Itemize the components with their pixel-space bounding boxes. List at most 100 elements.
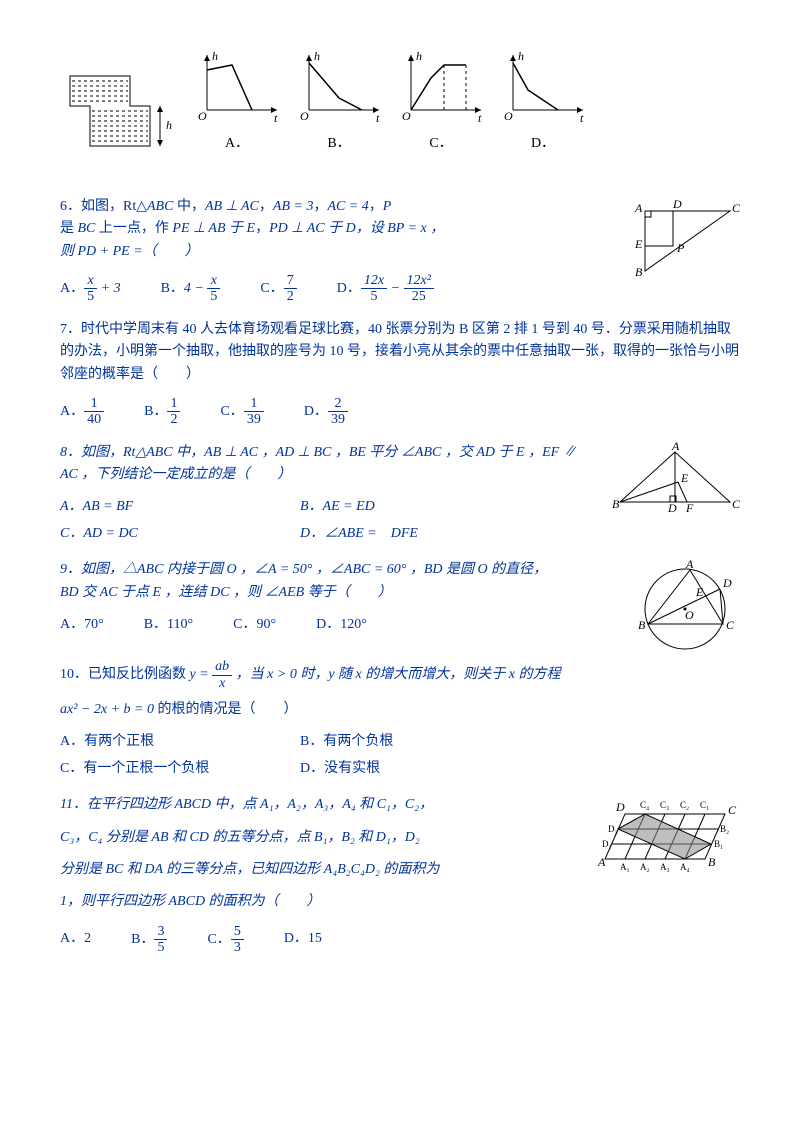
svg-text:h: h (166, 118, 172, 132)
q8-options: A．AB = BF B．AE = ED C．AD = DC D．∠ABE = D… (60, 496, 590, 545)
question-9: 9．如图，△ABC 内接于圆 O ，∠A = 50° ，∠ABC = 60° ，… (60, 559, 740, 659)
graph-a-box: h t O A． (192, 50, 282, 156)
q7-text: 7．时代中学周末有 40 人去体育场观看足球比赛，40 张票分别为 B 区第 2… (60, 322, 739, 382)
svg-text:E: E (634, 237, 643, 251)
graph-a: h t O (192, 50, 282, 125)
graph-b: h t O (294, 50, 384, 125)
graph-a-label: A． (192, 133, 282, 155)
container-diagram: h (60, 66, 180, 156)
svg-text:E: E (680, 471, 689, 485)
graph-c-label: C． (396, 133, 486, 155)
svg-text:t: t (478, 111, 482, 125)
question-10: 10．已知反比例函数 y = abx ，当 x > 0 时，y 随 x 的增大而… (60, 659, 740, 721)
q9-text1: 9．如图，△ABC 内接于圆 O ，∠A = 50° ，∠ABC = 60° ，… (60, 562, 547, 577)
svg-text:A: A (685, 557, 694, 571)
svg-text:A₄: A₄ (680, 862, 690, 872)
q10-text2: ，当 x > 0 时，y 随 x 的增大而增大，则关于 x 的方程 (232, 667, 560, 682)
svg-text:B: B (708, 855, 716, 869)
q11-text1: 11．在平行四边形 ABCD 中，点 A₁，A₂，A₃，A₄ 和 C₁，C₂， (60, 794, 560, 816)
q11-text2: C₃，C₄ 分别是 AB 和 CD 的五等分点，点 B₁，B₂ 和 D₁，D₂ (60, 827, 560, 849)
svg-text:P: P (676, 241, 685, 255)
question-11: 11．在平行四边形 ABCD 中，点 A₁，A₂，A₃，A₄ 和 C₁，C₂， … (60, 794, 740, 969)
svg-text:D₂: D₂ (608, 824, 618, 834)
q10-opt-a: A．有两个正根 (60, 731, 280, 753)
q11-text3: 分别是 BC 和 DA 的三等分点，已知四边形 A₄B₂C₄D₂ 的面积为 (60, 859, 560, 881)
q10-options: A．有两个正根 B．有两个负根 C．有一个正根一个负根 D．没有实根 (60, 731, 740, 780)
svg-text:C: C (732, 497, 741, 511)
graph-d-box: h t O D． (498, 50, 588, 156)
svg-text:t: t (580, 111, 584, 125)
q8-opt-d: D．∠ABE = DFE (300, 523, 520, 545)
svg-text:O: O (504, 109, 513, 123)
svg-text:D: D (667, 501, 677, 515)
svg-text:A₁: A₁ (620, 862, 630, 872)
graph-c-box: h t O C． (396, 50, 486, 156)
svg-text:t: t (274, 111, 278, 125)
svg-text:D: D (615, 800, 625, 814)
svg-text:h: h (416, 49, 422, 63)
svg-text:O: O (198, 109, 207, 123)
svg-text:D: D (722, 576, 732, 590)
svg-text:h: h (212, 49, 218, 63)
q11-opt-b: B．35 (131, 924, 167, 956)
question-8: 8．如图，Rt△ABC 中，AB ⊥ AC ，AD ⊥ BC ，BE 平分 ∠A… (60, 442, 740, 560)
graph-d-label: D． (498, 133, 588, 155)
q11-figure: A B C D A₁ A₂ A₃ A₄ C₄ C₃ C₂ C₁ B₁ B₂ D₁… (580, 794, 740, 884)
q6-line3: 则 PD + PE =（ ） (60, 244, 199, 259)
q10-opt-b: B．有两个负根 (300, 731, 520, 753)
svg-text:O: O (402, 109, 411, 123)
q7-options: A．140 B．12 C．139 D．239 (60, 396, 740, 428)
svg-text:C₂: C₂ (680, 800, 689, 810)
svg-text:D₁: D₁ (602, 839, 612, 849)
q9-opt-b: B．110° (144, 614, 193, 636)
svg-text:B: B (638, 618, 646, 632)
svg-text:C₁: C₁ (700, 800, 709, 810)
svg-text:C₄: C₄ (640, 800, 649, 810)
q11-opt-d: D．15 (284, 928, 322, 950)
question-7: 7．时代中学周末有 40 人去体育场观看足球比赛，40 张票分别为 B 区第 2… (60, 319, 740, 386)
q10-opt-d: D．没有实根 (300, 758, 520, 780)
graph-b-box: h t O B． (294, 50, 384, 156)
q6-line1: 6．如图，Rt△ABC 中，AB ⊥ AC，AB = 3，AC = 4，P (60, 199, 391, 214)
svg-text:A: A (671, 439, 680, 453)
svg-text:B: B (635, 265, 643, 279)
q11-options: A．2 B．35 C．53 D．15 (60, 924, 560, 956)
q7-opt-c: C．139 (220, 396, 263, 428)
q11-opt-c: C．53 (207, 924, 243, 956)
graph-d: h t O (498, 50, 588, 125)
q11-text4: 1，则平行四边形 ABCD 的面积为（ ） (60, 891, 560, 913)
q8-opt-a: A．AB = BF (60, 496, 280, 518)
q8-text: 8．如图，Rt△ABC 中，AB ⊥ AC ，AD ⊥ BC ，BE 平分 ∠A… (60, 445, 577, 482)
q6-options: A．x5 + 3 B．4 − x5 C．72 D．12x5 − 12x²25 (60, 273, 610, 305)
svg-text:h: h (314, 49, 320, 63)
q10-opt-c: C．有一个正根一个负根 (60, 758, 280, 780)
q11-opt-a: A．2 (60, 928, 91, 950)
svg-text:B: B (612, 497, 620, 511)
q6-opt-c: C．72 (260, 273, 296, 305)
q9-text2: BD 交 AC 于点 E ，连结 DC ，则 ∠AEB 等于（ ） (60, 585, 392, 600)
top-figures-row: h h t O A． h t O B． (60, 50, 740, 156)
q6-figure: A B C D E P (630, 196, 740, 286)
q8-figure: A B C D E F (610, 442, 740, 517)
svg-text:D: D (672, 197, 682, 211)
svg-text:B₁: B₁ (714, 839, 723, 849)
q7-opt-a: A．140 (60, 396, 104, 428)
q10-text3: 的根的情况是（ ） (154, 702, 298, 717)
svg-text:A: A (634, 201, 643, 215)
q10-eq: ax² − 2x + b = 0 (60, 702, 154, 717)
q6-opt-b: B．4 − x5 (161, 273, 221, 305)
q8-opt-c: C．AD = DC (60, 523, 280, 545)
q9-options: A．70° B．110° C．90° D．120° (60, 614, 610, 636)
svg-text:C: C (732, 201, 741, 215)
question-6: 6．如图，Rt△ABC 中，AB ⊥ AC，AB = 3，AC = 4，P 是 … (60, 196, 740, 319)
svg-text:t: t (376, 111, 380, 125)
q6-opt-d: D．12x5 − 12x²25 (337, 273, 434, 305)
svg-text:A: A (597, 855, 606, 869)
q7-opt-b: B．12 (144, 396, 180, 428)
q6-line2: 是 BC 上一点，作 PE ⊥ AB 于 E，PD ⊥ AC 于 D，设 BP … (60, 221, 444, 236)
svg-text:C: C (728, 803, 737, 817)
svg-text:h: h (518, 49, 524, 63)
graph-b-label: B． (294, 133, 384, 155)
q9-opt-a: A．70° (60, 614, 104, 636)
svg-text:C: C (726, 618, 735, 632)
